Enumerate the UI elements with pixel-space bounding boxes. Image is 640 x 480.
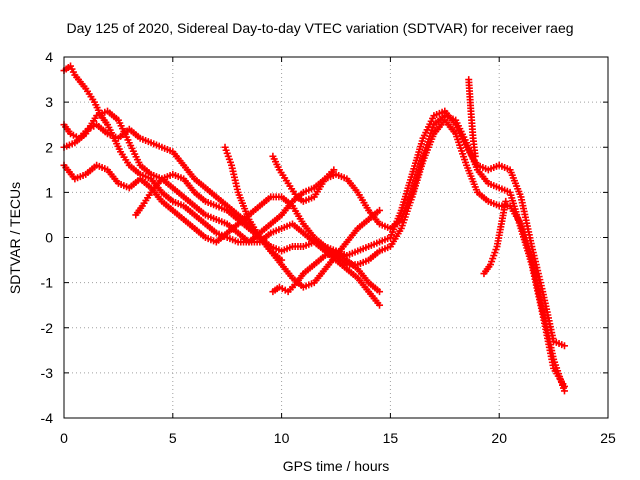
x-tick-label: 5 bbox=[169, 430, 177, 446]
y-tick-label: -1 bbox=[41, 275, 54, 291]
x-tick-label: 25 bbox=[600, 430, 616, 446]
data-point bbox=[471, 152, 479, 160]
x-tick-label: 0 bbox=[60, 430, 68, 446]
data-point bbox=[330, 166, 338, 174]
y-tick-label: -4 bbox=[41, 410, 54, 426]
series-track-i bbox=[465, 76, 479, 160]
data-point bbox=[502, 197, 510, 205]
data-point bbox=[560, 387, 568, 395]
y-axis-label: SDTVAR / TECUs bbox=[7, 182, 23, 294]
series-track-j bbox=[480, 197, 510, 278]
y-tick-label: 3 bbox=[45, 94, 53, 110]
y-tick-label: 4 bbox=[45, 49, 53, 65]
series-track-f bbox=[221, 143, 286, 264]
data-point bbox=[376, 301, 384, 309]
series-track-g bbox=[269, 152, 338, 205]
data-point bbox=[376, 206, 384, 214]
series-track-d bbox=[60, 107, 384, 309]
series-line bbox=[62, 110, 566, 347]
series-line bbox=[223, 146, 283, 262]
y-tick-label: 1 bbox=[45, 184, 53, 200]
y-tick-label: -3 bbox=[41, 365, 54, 381]
y-tick-label: 2 bbox=[45, 139, 53, 155]
series-line bbox=[62, 64, 566, 388]
x-tick-label: 10 bbox=[274, 430, 290, 446]
plot-frame bbox=[63, 56, 609, 419]
data-point bbox=[376, 288, 384, 296]
series-track-a bbox=[60, 62, 568, 390]
series-track-b bbox=[60, 107, 568, 350]
y-tick-label: -2 bbox=[41, 320, 54, 336]
grid bbox=[64, 57, 608, 418]
data-point bbox=[560, 342, 568, 350]
x-tick-label: 15 bbox=[383, 430, 399, 446]
y-tick-label: 0 bbox=[45, 230, 53, 246]
x-tick-label: 20 bbox=[491, 430, 507, 446]
x-axis-label: GPS time / hours bbox=[283, 458, 390, 474]
data-point bbox=[278, 256, 286, 264]
series-track-h bbox=[269, 247, 384, 296]
chart-title: Day 125 of 2020, Sidereal Day-to-day VTE… bbox=[66, 20, 573, 36]
data-series bbox=[60, 62, 568, 395]
